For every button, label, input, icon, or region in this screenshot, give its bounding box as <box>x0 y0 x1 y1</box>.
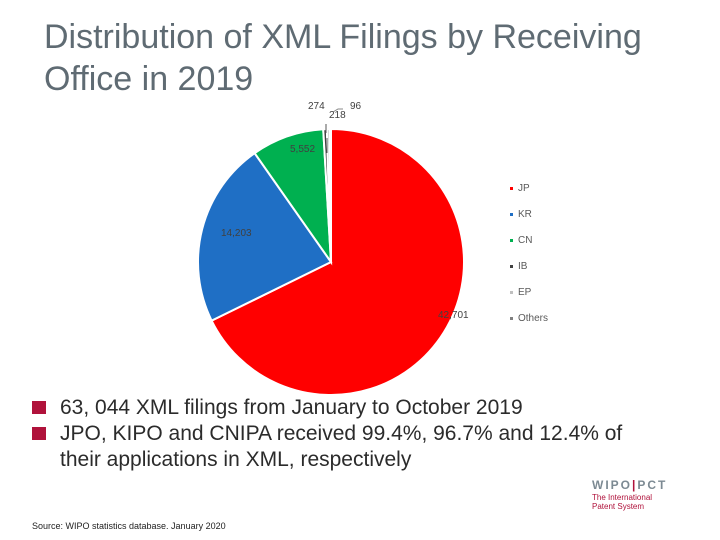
bullet-list: 63, 044 XML filings from January to Octo… <box>32 395 632 473</box>
legend-label: CN <box>518 235 533 246</box>
bullet-text: 63, 044 XML filings from January to Octo… <box>60 396 523 419</box>
legend-label: KR <box>518 209 532 220</box>
pie-slice-kr <box>197 151 333 322</box>
legend-item-jp: JP <box>510 183 530 194</box>
data-label-cn: 5,552 <box>290 144 315 155</box>
legend-item-ib: IB <box>510 261 527 272</box>
wipo-pct-logo: WIPO|PCT The International Patent System <box>592 478 668 511</box>
data-label-kr: 14,203 <box>221 228 252 239</box>
pie-slice-others <box>328 127 332 263</box>
legend-swatch <box>510 290 513 294</box>
bullet-text: JPO, KIPO and CNIPA received 99.4%, 96.7… <box>60 422 623 471</box>
legend-item-cn: CN <box>510 235 532 246</box>
slide-title: Distribution of XML Filings by Receiving… <box>44 18 642 98</box>
legend-swatch <box>510 186 513 190</box>
data-label-others: 96 <box>350 101 362 112</box>
source-note: Source: WIPO statistics database. Januar… <box>32 521 226 531</box>
legend-label: IB <box>518 261 528 272</box>
legend-item-others: Others <box>510 313 548 324</box>
legend-swatch <box>510 264 513 268</box>
bullet-square-icon <box>32 427 46 440</box>
legend-item-kr: KR <box>510 209 532 220</box>
legend-item-ep: EP <box>510 287 531 298</box>
data-label-ep: 218 <box>329 110 346 121</box>
pie-slice-jp <box>210 127 465 396</box>
legend-label: EP <box>518 287 532 298</box>
data-label-ib: 274 <box>308 101 325 112</box>
legend-swatch <box>510 238 513 242</box>
legend-label: JP <box>518 183 530 194</box>
data-label-jp: 42,701 <box>438 310 469 321</box>
legend-swatch <box>510 212 513 216</box>
bullet-square-icon <box>32 401 46 414</box>
legend-label: Others <box>518 313 549 324</box>
bullet-item: 63, 044 XML filings from January to Octo… <box>32 395 632 421</box>
leader-line <box>332 108 343 113</box>
bullet-item: JPO, KIPO and CNIPA received 99.4%, 96.7… <box>32 421 632 473</box>
legend-swatch <box>510 316 513 320</box>
